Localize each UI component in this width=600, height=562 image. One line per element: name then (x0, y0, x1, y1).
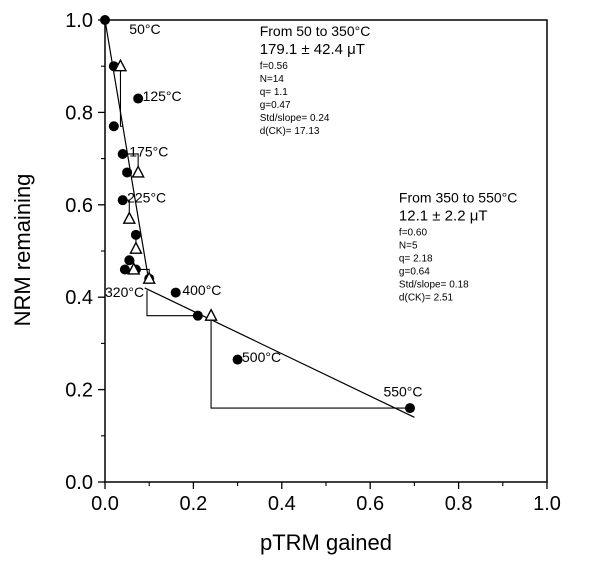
annotation-heading: From 350 to 550°C (399, 189, 517, 205)
fit-annotation: From 350 to 550°C 12.1 ± 2.2 μT f=0.60 N=5 q… (399, 189, 517, 303)
temperature-label: 320°C (105, 284, 144, 300)
ptrm-check-path (210, 315, 410, 409)
data-point (117, 195, 128, 206)
annotation-stat: d(CK)= 2.51 (399, 292, 454, 303)
data-point (404, 403, 415, 414)
annotation-intensity: 12.1 ± 2.2 μT (399, 207, 488, 224)
data-point (119, 264, 130, 275)
temperature-label: 400°C (182, 282, 221, 298)
ptrm-check-markers (113, 58, 218, 321)
y-tick-label: 0.6 (65, 195, 93, 217)
fit-line (144, 287, 415, 418)
temperature-label: 50°C (129, 21, 160, 37)
data-point (122, 167, 133, 178)
annotation-stat: Std/slope= 0.18 (399, 279, 469, 290)
y-tick-label: 0.8 (65, 102, 93, 124)
annotation-stat: N=14 (260, 74, 285, 85)
x-tick-label: 0.4 (268, 493, 296, 515)
y-axis-label: NRM remaining (10, 174, 35, 327)
data-point (108, 121, 119, 132)
temperature-label: 125°C (143, 88, 182, 104)
data-point (130, 229, 141, 240)
annotation-stat: g=0.64 (399, 266, 430, 277)
annotation-stat: q= 1.1 (260, 87, 289, 98)
temperature-label: 550°C (383, 384, 422, 400)
x-tick-label: 0.0 (91, 493, 119, 515)
data-point (192, 310, 203, 321)
y-tick-label: 0.4 (65, 287, 93, 309)
ptrm-check-triangle (122, 211, 136, 224)
temperature-label: 175°C (129, 143, 168, 159)
ptrm-check-triangle (113, 58, 128, 72)
ptrm-check-triangle (129, 241, 143, 254)
ptrm-check-triangle (142, 271, 156, 284)
x-tick-label: 1.0 (533, 493, 561, 515)
ptrm-check-triangle (131, 164, 145, 178)
annotation-stat: Std/slope= 0.24 (260, 113, 330, 124)
data-point (170, 287, 181, 298)
y-tick-label: 0.0 (65, 472, 93, 494)
annotation-stat: N=5 (399, 240, 418, 251)
data-point (133, 93, 144, 104)
annotation-intensity: 179.1 ± 42.4 μT (260, 41, 365, 58)
temperature-labels: 50°C 125°C 175°C 225°C 320°C 400°C 500°C 550°C (105, 21, 423, 400)
x-tick-label: 0.6 (356, 493, 384, 515)
data-point (232, 354, 243, 365)
annotation-stat: f=0.56 (260, 61, 289, 72)
axis-ticks: 0.0 0.2 0.4 0.6 0.8 1.0 0.0 0.2 0.4 0.6 0.8 1.0 (65, 10, 561, 515)
ptrm-check-triangle (204, 308, 218, 321)
data-point (124, 255, 135, 266)
ptrm-check-triangle (127, 261, 141, 275)
annotation-stat: g=0.47 (260, 100, 291, 111)
x-tick-label: 0.2 (179, 493, 207, 515)
temperature-label: 500°C (242, 349, 281, 365)
y-tick-label: 0.2 (65, 380, 93, 402)
annotation-stat: f=0.60 (399, 227, 428, 238)
annotation-stat: d(CK)= 17.13 (260, 126, 320, 137)
y-tick-label: 1.0 (65, 10, 93, 32)
ptrm-check-path (146, 290, 198, 317)
annotation-heading: From 50 to 350°C (260, 23, 371, 39)
temperature-label: 225°C (127, 189, 166, 205)
ptrm-check-path (119, 66, 123, 127)
x-axis-label: pTRM gained (260, 530, 392, 555)
annotation-stat: q= 2.18 (399, 253, 433, 264)
fit-annotation: From 50 to 350°C 179.1 ± 42.4 μT f=0.56 N=1… (260, 23, 371, 137)
annotations: From 50 to 350°C 179.1 ± 42.4 μT f=0.56 N=1… (260, 23, 518, 303)
x-tick-label: 0.8 (445, 493, 473, 515)
data-point (117, 148, 128, 159)
